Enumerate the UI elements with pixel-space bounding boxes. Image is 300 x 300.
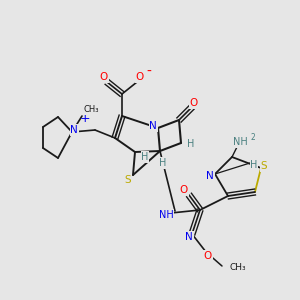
Text: S: S [261, 161, 267, 171]
Text: CH₃: CH₃ [84, 106, 100, 115]
Text: N: N [70, 125, 78, 135]
Text: +: + [80, 112, 90, 125]
Text: O: O [136, 72, 144, 82]
Text: H: H [159, 158, 167, 168]
Text: N: N [206, 171, 214, 181]
Text: O: O [180, 185, 188, 195]
Text: O: O [204, 251, 212, 261]
Text: H: H [187, 139, 195, 149]
Text: H: H [141, 152, 149, 162]
Text: -: - [147, 65, 152, 79]
Text: NH: NH [232, 137, 247, 147]
Text: NH: NH [159, 210, 173, 220]
Text: N: N [149, 121, 157, 131]
Text: O: O [100, 72, 108, 82]
Text: N: N [185, 232, 193, 242]
Text: S: S [125, 175, 131, 185]
Text: O: O [190, 98, 198, 108]
Text: 2: 2 [250, 134, 255, 142]
Text: H: H [250, 160, 258, 170]
Text: CH₃: CH₃ [230, 263, 247, 272]
